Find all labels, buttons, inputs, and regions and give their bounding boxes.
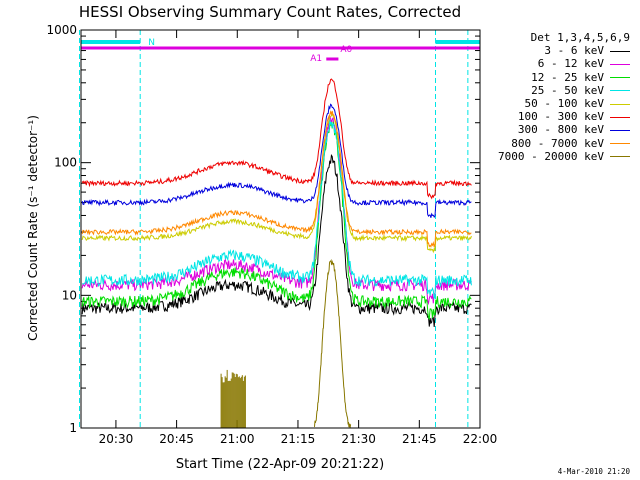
- series-line: [81, 110, 472, 248]
- legend-entry: 100 - 300 keV: [488, 110, 630, 123]
- legend-swatch: [610, 129, 630, 131]
- series-line: [81, 78, 472, 200]
- legend-label: 7000 - 20000 keV: [498, 149, 604, 163]
- series-line: [81, 119, 472, 300]
- legend-label: 25 - 50 keV: [531, 83, 604, 97]
- y-tick-label: 1: [69, 421, 77, 435]
- x-tick-label: 21:15: [281, 432, 316, 446]
- legend-swatch: [610, 90, 630, 92]
- legend-swatch: [610, 143, 630, 145]
- legend-swatch: [610, 77, 630, 79]
- x-tick-label: 20:30: [99, 432, 134, 446]
- series-line: [81, 121, 472, 321]
- series-line: [81, 113, 472, 254]
- y-tick-label: 100: [54, 156, 77, 170]
- legend-swatch: [610, 103, 630, 105]
- series-line: [81, 115, 472, 306]
- legend-swatch: [610, 116, 630, 118]
- y-tick-label: 1000: [46, 23, 77, 37]
- y-tick-label: 10: [62, 288, 77, 302]
- x-axis-label: Start Time (22-Apr-09 20:21:22): [176, 457, 384, 472]
- legend-entry: 6 - 12 keV: [488, 57, 630, 70]
- legend-label: 3 - 6 keV: [544, 44, 604, 58]
- x-tick-label: 22:00: [463, 432, 498, 446]
- x-tick-label: 21:30: [341, 432, 376, 446]
- legend-label: 800 - 7000 keV: [511, 136, 604, 150]
- x-tick-label: 21:45: [402, 432, 437, 446]
- legend-entry: 25 - 50 keV: [488, 84, 630, 97]
- legend-entry: 50 - 100 keV: [488, 97, 630, 110]
- legend-entry: 800 - 7000 keV: [488, 137, 630, 150]
- legend-label: 50 - 100 keV: [524, 97, 604, 111]
- annotation-label: A0: [340, 45, 352, 55]
- timestamp: 4-Mar-2010 21:20: [557, 467, 630, 476]
- x-tick-label: 21:00: [220, 432, 255, 446]
- annotation-label: N: [148, 38, 155, 48]
- chart-title: HESSI Observing Summary Count Rates, Cor…: [79, 3, 461, 21]
- x-tick-label: 20:45: [159, 432, 194, 446]
- legend-label: 100 - 300 keV: [517, 110, 604, 124]
- y-axis-label: Corrected Count Rate (s⁻¹ detector⁻¹): [26, 115, 40, 341]
- annotation-label: A1: [310, 54, 322, 64]
- plot-frame: [80, 29, 481, 429]
- legend-swatch: [610, 50, 630, 52]
- legend-swatch: [610, 156, 630, 158]
- legend-label: 300 - 800 keV: [517, 123, 604, 137]
- series-line: [81, 154, 472, 328]
- legend-title: Det 1,3,4,5,6,9: [530, 31, 630, 44]
- legend: Det 1,3,4,5,6,9 3 - 6 keV 6 - 12 keV 12 - …: [488, 31, 630, 163]
- legend-entry: 7000 - 20000 keV: [488, 150, 630, 163]
- legend-label: 6 - 12 keV: [537, 57, 604, 71]
- legend-entry: 12 - 25 keV: [488, 71, 630, 84]
- legend-entry: 300 - 800 keV: [488, 123, 630, 136]
- legend-label: 12 - 25 keV: [531, 70, 604, 84]
- series-line: [81, 103, 472, 218]
- legend-entry: 3 - 6 keV: [488, 44, 630, 57]
- series-line: [313, 258, 352, 428]
- legend-swatch: [610, 63, 630, 65]
